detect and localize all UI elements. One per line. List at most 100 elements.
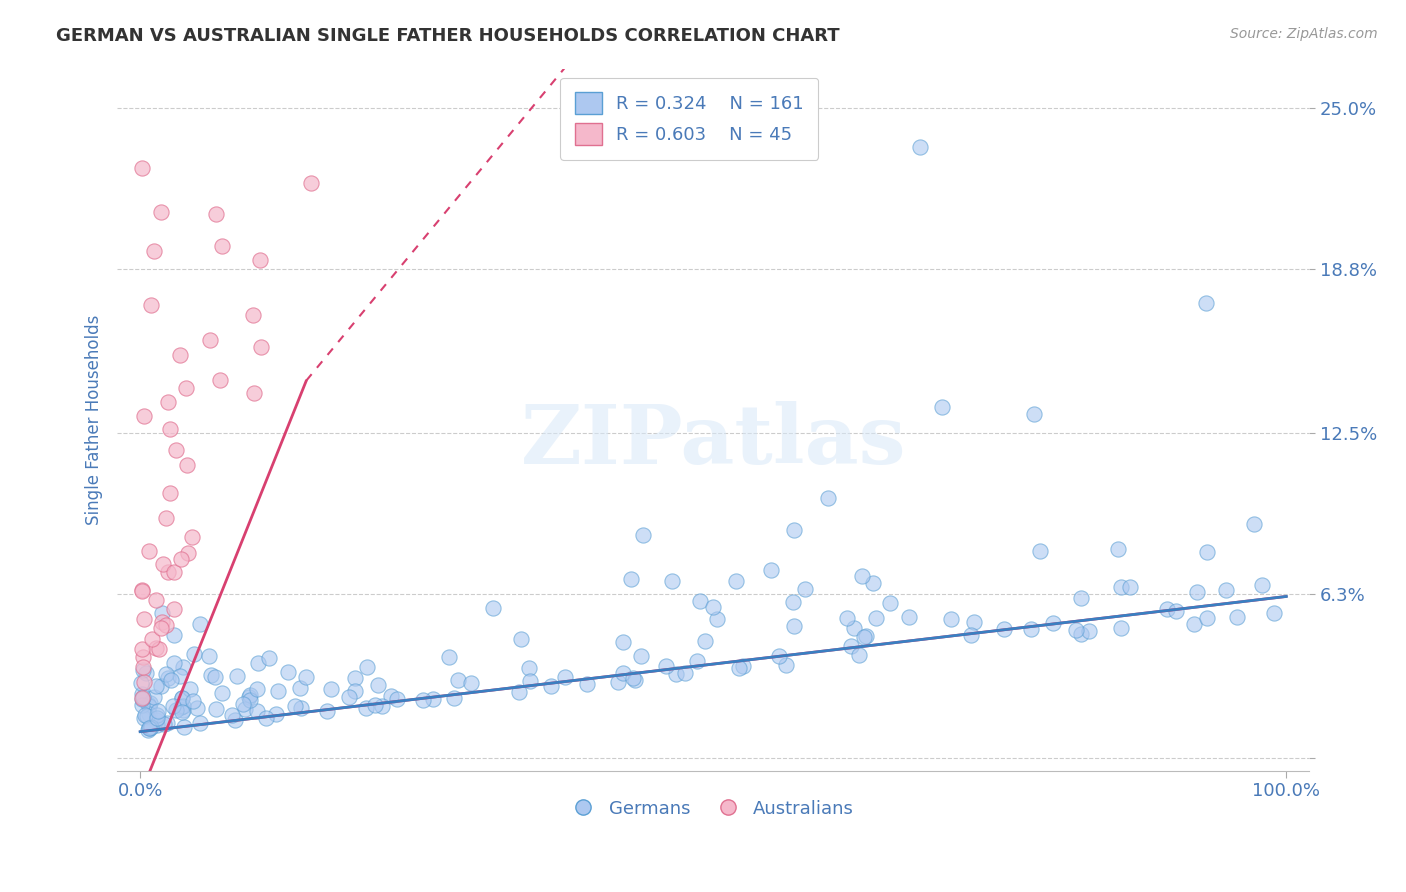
Point	[157, 565, 180, 579]
Point	[134, 675, 156, 690]
Point	[131, 690, 153, 705]
Point	[172, 699, 194, 714]
Point	[1064, 623, 1087, 637]
Point	[385, 692, 408, 706]
Point	[1019, 622, 1042, 636]
Point	[149, 204, 172, 219]
Point	[170, 700, 193, 714]
Point	[190, 715, 212, 730]
Point	[145, 679, 167, 693]
Point	[153, 716, 176, 731]
Point	[131, 698, 153, 712]
Point	[170, 552, 193, 566]
Point	[623, 673, 645, 688]
Point	[277, 665, 299, 679]
Point	[172, 703, 194, 717]
Point	[141, 297, 163, 311]
Point	[177, 547, 200, 561]
Point	[165, 703, 187, 717]
Point	[172, 705, 194, 719]
Point	[148, 641, 170, 656]
Point	[689, 594, 711, 608]
Point	[673, 666, 696, 681]
Point	[205, 207, 228, 221]
Point	[963, 615, 986, 629]
Point	[249, 340, 271, 354]
Point	[131, 642, 153, 657]
Point	[131, 161, 153, 175]
Point	[242, 308, 264, 322]
Point	[1042, 615, 1064, 630]
Point	[129, 676, 152, 690]
Point	[1185, 585, 1208, 599]
Point	[176, 458, 198, 472]
Point	[1164, 604, 1187, 618]
Point	[1215, 582, 1237, 597]
Point	[1195, 295, 1218, 310]
Point	[155, 618, 177, 632]
Point	[155, 667, 177, 681]
Point	[540, 679, 562, 693]
Point	[139, 722, 162, 736]
Point	[725, 574, 748, 588]
Point	[149, 621, 172, 635]
Point	[156, 395, 179, 409]
Point	[138, 699, 160, 714]
Point	[197, 649, 219, 664]
Point	[793, 582, 815, 596]
Point	[1251, 578, 1274, 592]
Point	[132, 660, 155, 674]
Point	[460, 676, 482, 690]
Point	[939, 612, 962, 626]
Point	[908, 139, 931, 153]
Point	[131, 692, 153, 706]
Point	[204, 670, 226, 684]
Point	[186, 701, 208, 715]
Point	[131, 583, 153, 598]
Point	[246, 704, 269, 718]
Point	[163, 565, 186, 579]
Point	[783, 619, 806, 633]
Point	[554, 670, 576, 684]
Point	[132, 664, 155, 678]
Point	[817, 491, 839, 505]
Point	[290, 700, 312, 714]
Point	[519, 674, 541, 689]
Point	[290, 681, 312, 695]
Point	[898, 610, 921, 624]
Point	[157, 671, 180, 685]
Point	[159, 422, 181, 436]
Text: Source: ZipAtlas.com: Source: ZipAtlas.com	[1230, 27, 1378, 41]
Point	[138, 707, 160, 722]
Point	[138, 721, 160, 735]
Point	[246, 657, 269, 671]
Point	[728, 661, 751, 675]
Point	[266, 706, 288, 721]
Point	[661, 574, 683, 588]
Point	[145, 593, 167, 607]
Point	[155, 511, 177, 525]
Point	[519, 660, 541, 674]
Point	[612, 666, 634, 681]
Legend: Germans, Australians: Germans, Australians	[565, 792, 862, 825]
Point	[1156, 601, 1178, 615]
Point	[848, 648, 870, 662]
Point	[759, 564, 782, 578]
Point	[295, 671, 318, 685]
Point	[631, 528, 654, 542]
Point	[132, 650, 155, 665]
Point	[136, 697, 159, 711]
Point	[1109, 621, 1132, 635]
Point	[1111, 580, 1133, 594]
Point	[160, 673, 183, 687]
Point	[242, 386, 264, 401]
Point	[316, 704, 339, 718]
Point	[865, 611, 887, 625]
Point	[380, 690, 402, 704]
Point	[136, 708, 159, 723]
Point	[422, 691, 444, 706]
Point	[239, 688, 262, 702]
Point	[150, 607, 173, 621]
Point	[249, 252, 271, 267]
Point	[232, 697, 254, 711]
